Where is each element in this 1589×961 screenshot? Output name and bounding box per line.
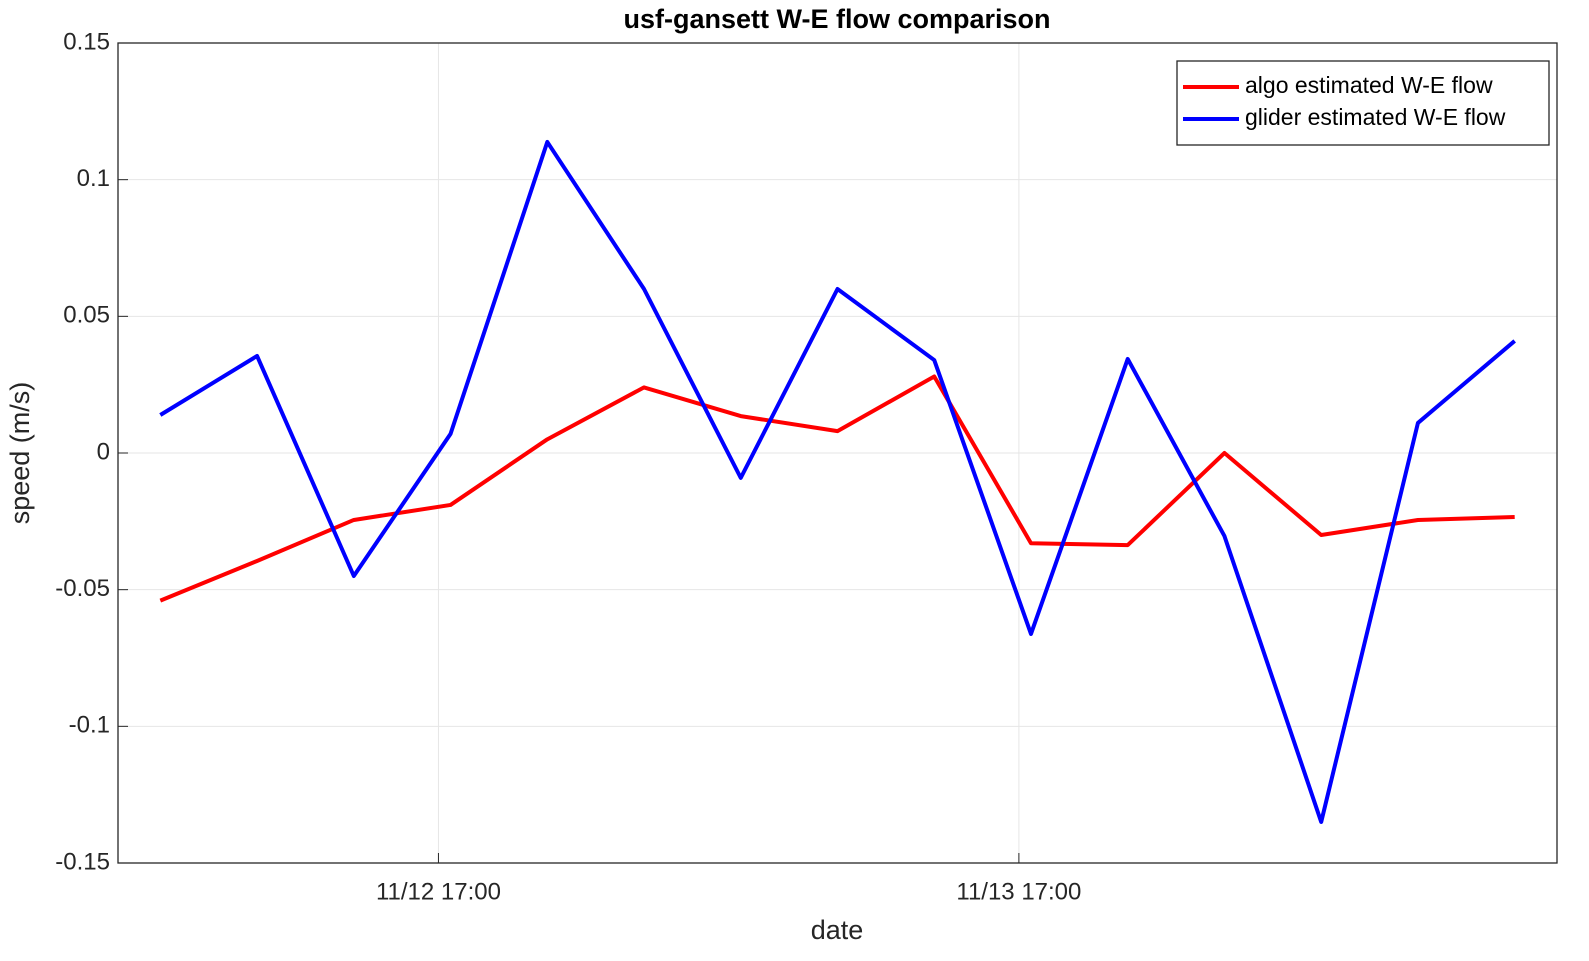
y-tick-label: -0.1 (69, 712, 110, 739)
data-line (159, 139, 1516, 824)
y-tick-label: -0.15 (55, 848, 110, 875)
legend: algo estimated W-E flow glider estimated … (1176, 60, 1550, 146)
x-tick-label: 11/12 17:00 (376, 878, 501, 905)
plot-frame (117, 42, 1558, 864)
x-axis-label: date (811, 915, 864, 945)
chart-title: usf-gansett W-E flow comparison (624, 4, 1051, 34)
y-tick-label: 0.05 (63, 302, 110, 329)
legend-label: glider estimated W-E flow (1245, 104, 1506, 130)
y-axis-label: speed (m/s) (5, 382, 35, 525)
y-tick-label: 0.15 (63, 28, 110, 55)
data-line (159, 374, 1515, 603)
y-tick-label: -0.05 (55, 575, 110, 602)
legend-box (1176, 60, 1550, 146)
y-tick-label: 0 (97, 438, 110, 465)
legend-label: algo estimated W-E flow (1245, 72, 1493, 98)
y-tick-label: 0.1 (77, 165, 110, 192)
x-tick-label: 11/13 17:00 (956, 878, 1081, 905)
